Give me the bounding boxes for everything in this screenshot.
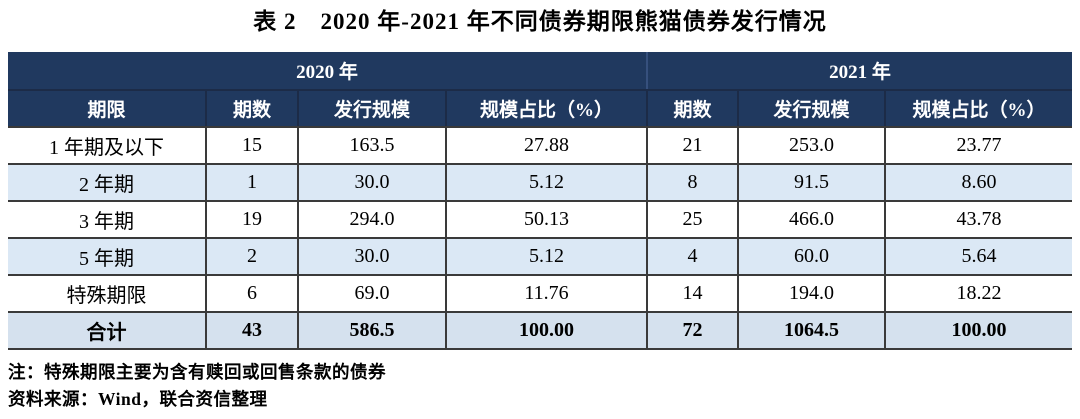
cell-scale-2021: 466.0 bbox=[737, 201, 886, 239]
cell-term: 特殊期限 bbox=[8, 275, 206, 313]
cell-scale-2020: 69.0 bbox=[297, 275, 446, 313]
cell-scale-2021: 91.5 bbox=[737, 164, 886, 202]
cell-share-2021: 8.60 bbox=[884, 164, 1073, 202]
year-header-row: 2020 年 2021 年 bbox=[8, 52, 1073, 91]
cell-scale-2020: 163.5 bbox=[297, 127, 446, 165]
cell-count-2020: 1 bbox=[205, 164, 298, 202]
note-special-term: 注：特殊期限主要为含有赎回或回售条款的债券 bbox=[8, 362, 386, 382]
page-title: 表 2 2020 年-2021 年不同债券期限熊猫债券发行情况 bbox=[253, 9, 827, 34]
cell-term: 5 年期 bbox=[8, 238, 206, 276]
col-header-share-2020: 规模占比（%） bbox=[444, 90, 648, 128]
cell-share-2020: 11.76 bbox=[444, 275, 648, 313]
cell-term: 合计 bbox=[8, 312, 206, 350]
cell-share-2020: 5.12 bbox=[444, 238, 648, 276]
cell-share-2021: 100.00 bbox=[884, 312, 1073, 350]
cell-count-2020: 19 bbox=[205, 201, 298, 239]
year-header-2021: 2021 年 bbox=[646, 52, 1073, 91]
cell-term: 1 年期及以下 bbox=[8, 127, 206, 165]
col-header-count-2020: 期数 bbox=[205, 90, 298, 128]
cell-scale-2021: 253.0 bbox=[737, 127, 886, 165]
cell-scale-2021: 60.0 bbox=[737, 238, 886, 276]
table-row-5y: 5 年期 2 30.0 5.12 4 60.0 5.64 bbox=[8, 238, 1073, 276]
cell-count-2021: 25 bbox=[646, 201, 739, 239]
table-row-special: 特殊期限 6 69.0 11.76 14 194.0 18.22 bbox=[8, 275, 1073, 313]
cell-scale-2020: 30.0 bbox=[297, 164, 446, 202]
cell-scale-2021: 194.0 bbox=[737, 275, 886, 313]
cell-count-2021: 4 bbox=[646, 238, 739, 276]
column-header-row: 期限 期数 发行规模 规模占比（%） 期数 发行规模 规模占比（%） bbox=[8, 90, 1073, 128]
cell-count-2020: 15 bbox=[205, 127, 298, 165]
table-row-1y: 1 年期及以下 15 163.5 27.88 21 253.0 23.77 bbox=[8, 127, 1073, 165]
cell-count-2020: 43 bbox=[205, 312, 298, 350]
cell-term: 3 年期 bbox=[8, 201, 206, 239]
cell-count-2021: 72 bbox=[646, 312, 739, 350]
cell-share-2020: 100.00 bbox=[444, 312, 648, 350]
cell-count-2021: 8 bbox=[646, 164, 739, 202]
cell-scale-2020: 586.5 bbox=[297, 312, 446, 350]
cell-count-2020: 6 bbox=[205, 275, 298, 313]
cell-share-2021: 43.78 bbox=[884, 201, 1073, 239]
footnotes: 注：特殊期限主要为含有赎回或回售条款的债券 资料来源：Wind，联合资信整理 bbox=[8, 359, 1080, 413]
cell-count-2021: 21 bbox=[646, 127, 739, 165]
table-row-3y: 3 年期 19 294.0 50.13 25 466.0 43.78 bbox=[8, 201, 1073, 239]
note-source: 资料来源：Wind，联合资信整理 bbox=[8, 389, 268, 409]
cell-count-2020: 2 bbox=[205, 238, 298, 276]
table-row-total: 合计 43 586.5 100.00 72 1064.5 100.00 bbox=[8, 312, 1073, 350]
cell-scale-2021: 1064.5 bbox=[737, 312, 886, 350]
cell-term: 2 年期 bbox=[8, 164, 206, 202]
year-header-2020: 2020 年 bbox=[8, 52, 648, 91]
col-header-scale-2020: 发行规模 bbox=[297, 90, 446, 128]
bond-issuance-table: 2020 年 2021 年 期限 期数 发行规模 规模占比（%） 期数 发行规模… bbox=[8, 52, 1073, 350]
cell-share-2021: 18.22 bbox=[884, 275, 1073, 313]
cell-share-2021: 23.77 bbox=[884, 127, 1073, 165]
table-header: 2020 年 2021 年 期限 期数 发行规模 规模占比（%） 期数 发行规模… bbox=[8, 52, 1073, 128]
table-row-2y: 2 年期 1 30.0 5.12 8 91.5 8.60 bbox=[8, 164, 1073, 202]
cell-share-2020: 27.88 bbox=[444, 127, 648, 165]
cell-share-2020: 5.12 bbox=[444, 164, 648, 202]
col-header-scale-2021: 发行规模 bbox=[737, 90, 886, 128]
col-header-share-2021: 规模占比（%） bbox=[884, 90, 1073, 128]
col-header-term: 期限 bbox=[8, 90, 206, 128]
cell-share-2020: 50.13 bbox=[444, 201, 648, 239]
cell-count-2021: 14 bbox=[646, 275, 739, 313]
col-header-count-2021: 期数 bbox=[646, 90, 739, 128]
cell-scale-2020: 30.0 bbox=[297, 238, 446, 276]
cell-share-2021: 5.64 bbox=[884, 238, 1073, 276]
cell-scale-2020: 294.0 bbox=[297, 201, 446, 239]
